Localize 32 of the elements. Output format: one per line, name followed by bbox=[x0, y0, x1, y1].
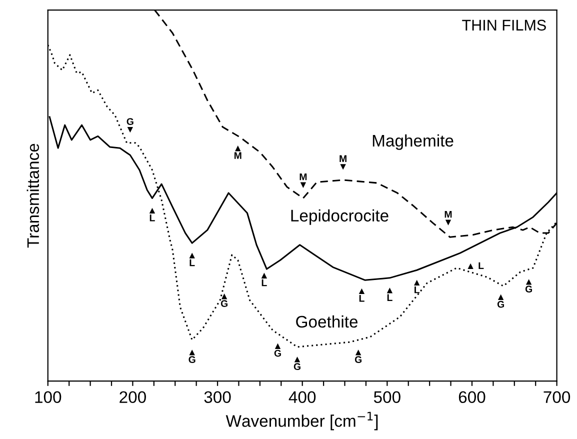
x-tick-label: 600 bbox=[458, 391, 486, 404]
annotation: THIN FILMS bbox=[462, 20, 546, 31]
annotation: ▲ L bbox=[149, 208, 156, 222]
annotation: Maghemite bbox=[372, 134, 454, 150]
annotation: G ▼ bbox=[126, 118, 134, 133]
annotation: M ▼ bbox=[444, 210, 452, 226]
annotation: ▲ M bbox=[234, 146, 242, 159]
x-tick-label: 400 bbox=[288, 391, 316, 404]
annotation: Lepidocrocite bbox=[291, 209, 388, 225]
annotation: ▲ L bbox=[468, 262, 484, 270]
x-tick-label: 500 bbox=[374, 391, 400, 404]
annotation: Goethite bbox=[296, 315, 358, 328]
y-axis-title: Transmittance bbox=[26, 144, 40, 248]
x-tick-label: 700 bbox=[544, 391, 570, 404]
annotation: ▲ G bbox=[188, 350, 196, 364]
annotation: ▲ G bbox=[294, 356, 300, 370]
annotation: ▲ L bbox=[261, 272, 268, 286]
annotation: M ▼ bbox=[300, 173, 307, 188]
annotation: ▲ G bbox=[354, 350, 362, 364]
x-tick-label: 300 bbox=[204, 391, 231, 404]
annotation: ▲ G bbox=[497, 294, 504, 308]
annotation: ▲ G bbox=[274, 343, 281, 357]
annotation: ▲ L bbox=[358, 288, 365, 302]
annotation: ▲ L bbox=[189, 252, 195, 266]
annotation: ▲ L bbox=[386, 288, 393, 301]
annotation: ▲ L bbox=[414, 280, 420, 294]
annotation: ▲ G bbox=[220, 294, 228, 307]
annotation: ▲ G bbox=[525, 279, 532, 293]
x-tick-label: 200 bbox=[120, 391, 146, 404]
annotation: M ▼ bbox=[340, 155, 346, 170]
x-axis-title: Wavenumber [cm$^{−1}$] bbox=[226, 412, 378, 430]
x-tick-label: 100 bbox=[35, 391, 62, 404]
